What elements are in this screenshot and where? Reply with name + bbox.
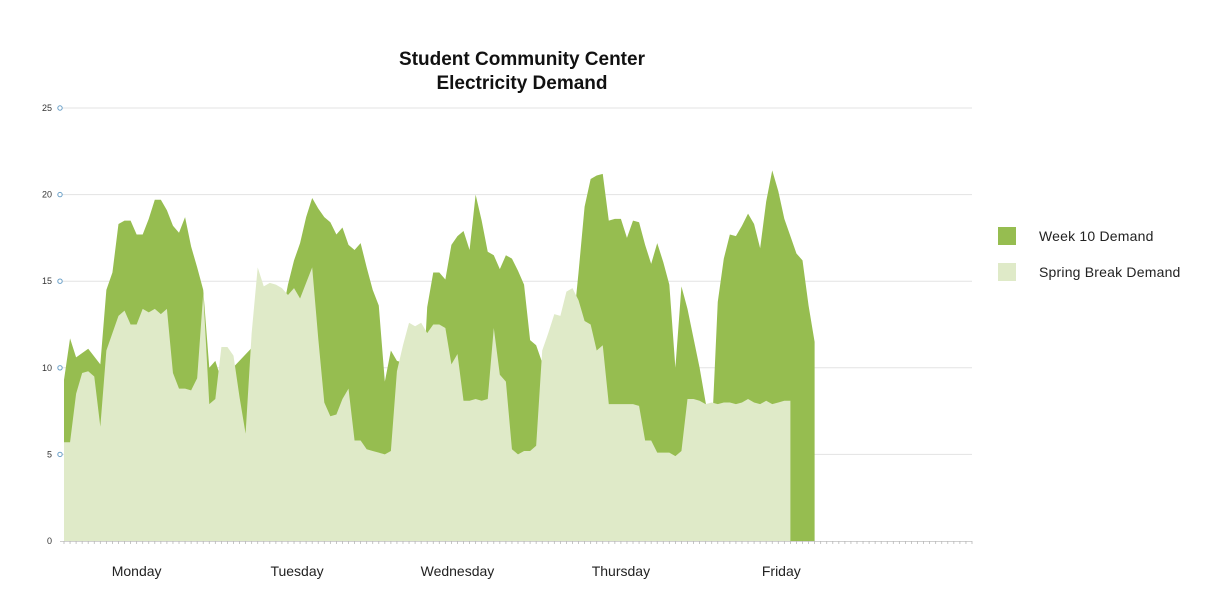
y-tick-label-20: 20 [42,190,52,200]
x-label-tuesday: Tuesday [270,563,323,579]
y-tick-label-25: 25 [42,103,52,113]
x-label-monday: Monday [112,563,162,579]
legend-swatch-week10 [998,227,1016,245]
x-label-wednesday: Wednesday [421,563,495,579]
chart-title-line-2: Electricity Demand [436,73,608,94]
y-tick-marker-10 [57,365,63,371]
y-tick-label-5: 5 [47,449,52,459]
y-tick-marker-5 [57,451,63,458]
legend-swatch-spring-break [998,263,1016,281]
y-tick-marker-25 [57,105,63,111]
legend-item-week10[interactable]: Week 10 Demand [998,226,1181,246]
x-label-friday: Friday [762,563,801,579]
y-tick-marker-15 [57,278,63,284]
legend: Week 10 Demand Spring Break Demand [998,226,1181,298]
y-tick-label-10: 10 [42,363,52,373]
legend-label-week10: Week 10 Demand [1039,228,1154,244]
legend-item-spring-break[interactable]: Spring Break Demand [998,262,1181,282]
chart-title: Student Community Center Electricity Dem… [322,48,722,96]
series-area-spring-break [64,267,791,541]
x-label-thursday: Thursday [592,563,650,579]
y-tick-marker-20 [57,191,63,198]
series-areas [64,170,815,541]
chart-title-line-1: Student Community Center [399,49,645,70]
y-tick-label-0: 0 [47,536,52,546]
axes: 0 5 10 15 20 25 Monday Tuesday Wednesday Thursday… [42,103,973,579]
legend-label-spring-break: Spring Break Demand [1039,264,1181,280]
y-tick-label-15: 15 [42,276,52,286]
